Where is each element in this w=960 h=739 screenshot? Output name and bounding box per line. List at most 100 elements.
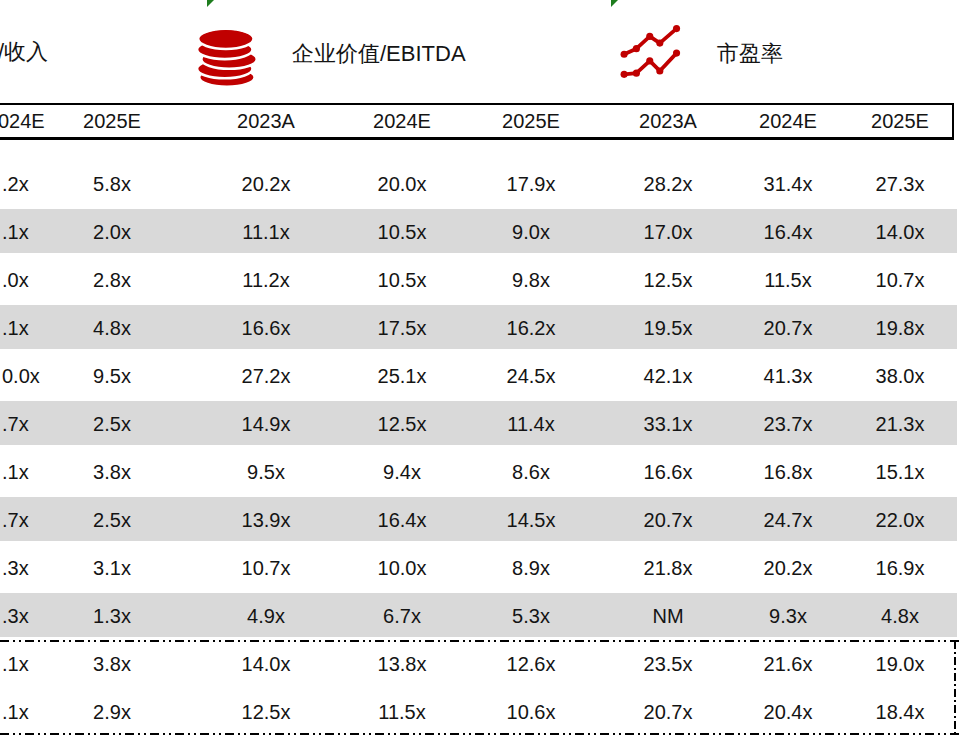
cell-value: 10.6x (476, 689, 586, 737)
cell-value: 16.9x (845, 545, 955, 593)
cell-value: 16.2x (476, 305, 586, 353)
cell-value: 11.1x (211, 209, 321, 257)
cell-value: 14.9x (211, 401, 321, 449)
cell-value: 33.1x (613, 401, 723, 449)
valuation-comps-table: /收入 企业价值/EBITDA 市盈率 0 (0, 0, 960, 739)
green-corner-marker (207, 0, 214, 7)
cell-value: 17.5x (347, 305, 457, 353)
dash-dot-separator-top (0, 640, 960, 642)
table-row: .0x2.8x11.2x10.5x9.8x12.5x11.5x10.7x (0, 257, 957, 305)
column-header: 2025E (845, 105, 955, 137)
column-header: 2025E (476, 105, 586, 137)
cell-value: 22.0x (845, 497, 955, 545)
cell-value: 5.8x (57, 161, 167, 209)
cell-value: 8.6x (476, 449, 586, 497)
dash-dot-separator-right (954, 641, 956, 733)
cell-value: 2.5x (57, 497, 167, 545)
cell-value: 4.8x (845, 593, 955, 641)
cell-value: 14.0x (211, 641, 321, 689)
cell-value: 19.8x (845, 305, 955, 353)
cell-value: 28.2x (613, 161, 723, 209)
cell-value: 16.8x (733, 449, 843, 497)
cell-value: 18.4x (845, 689, 955, 737)
cell-value: 9.3x (733, 593, 843, 641)
table-header-row: 024E 2025E 2023A 2024E 2025E 2023A 2024E… (0, 103, 954, 140)
cell-value: 12.6x (476, 641, 586, 689)
cell-value: 1.3x (57, 593, 167, 641)
cell-value: 12.5x (347, 401, 457, 449)
ev-revenue-label-partial: /收入 (0, 37, 48, 67)
cell-value: 16.4x (733, 209, 843, 257)
cell-value: 13.8x (347, 641, 457, 689)
table-row: .3x3.1x10.7x10.0x8.9x21.8x20.2x16.9x (0, 545, 957, 593)
cell-value: 11.4x (476, 401, 586, 449)
cell-value: 12.5x (613, 257, 723, 305)
summary-row: .1x3.8x14.0x13.8x12.6x23.5x21.6x19.0x (0, 641, 957, 689)
cell-value: 4.9x (211, 593, 321, 641)
table-row: .2x5.8x20.2x20.0x17.9x28.2x31.4x27.3x (0, 161, 957, 209)
cell-value: 20.2x (733, 545, 843, 593)
pe-ratio-label: 市盈率 (717, 39, 783, 69)
cell-value: 17.9x (476, 161, 586, 209)
cell-value: 9.0x (476, 209, 586, 257)
cell-value: 20.7x (613, 689, 723, 737)
cell-value: 9.8x (476, 257, 586, 305)
cell-value: 3.8x (57, 641, 167, 689)
cell-value: 2.5x (57, 401, 167, 449)
cell-value: 10.5x (347, 209, 457, 257)
column-header: 2023A (613, 105, 723, 137)
cell-value: 15.1x (845, 449, 955, 497)
line-chart-icon (616, 23, 688, 85)
cell-value: 13.9x (211, 497, 321, 545)
dash-dot-separator-bottom (0, 733, 960, 735)
cell-value: 20.2x (211, 161, 321, 209)
green-corner-marker (611, 0, 618, 7)
cell-value: 3.1x (57, 545, 167, 593)
cell-value: 6.7x (347, 593, 457, 641)
cell-value: 20.4x (733, 689, 843, 737)
summary-row: .1x2.9x12.5x11.5x10.6x20.7x20.4x18.4x (0, 689, 957, 737)
cell-value: 19.0x (845, 641, 955, 689)
cell-value: 2.8x (57, 257, 167, 305)
cell-value: 21.8x (613, 545, 723, 593)
cell-value: 8.9x (476, 545, 586, 593)
table-row: .1x2.0x11.1x10.5x9.0x17.0x16.4x14.0x (0, 209, 957, 257)
cell-value: 9.5x (211, 449, 321, 497)
cell-value: 27.3x (845, 161, 955, 209)
cell-value: NM (613, 593, 723, 641)
cell-value: 14.5x (476, 497, 586, 545)
cell-value: 38.0x (845, 353, 955, 401)
column-header: 2024E (733, 105, 843, 137)
cell-value: 4.8x (57, 305, 167, 353)
table-row: 0.0x9.5x27.2x25.1x24.5x42.1x41.3x38.0x (0, 353, 957, 401)
cell-value: 2.0x (57, 209, 167, 257)
cell-value: 11.5x (733, 257, 843, 305)
cell-value: 5.3x (476, 593, 586, 641)
cell-value: 11.5x (347, 689, 457, 737)
ev-ebitda-label: 企业价值/EBITDA (292, 39, 466, 69)
column-header: 2023A (211, 105, 321, 137)
cell-value: 10.0x (347, 545, 457, 593)
table-row: .1x3.8x9.5x9.4x8.6x16.6x16.8x15.1x (0, 449, 957, 497)
cell-value: 10.7x (211, 545, 321, 593)
cell-value: 2.9x (57, 689, 167, 737)
cell-value: 24.7x (733, 497, 843, 545)
cell-value: 24.5x (476, 353, 586, 401)
column-header: 2024E (347, 105, 457, 137)
cell-value: 20.7x (733, 305, 843, 353)
cell-value: 9.4x (347, 449, 457, 497)
cell-value: 10.5x (347, 257, 457, 305)
cell-value: 31.4x (733, 161, 843, 209)
cell-value: 16.6x (211, 305, 321, 353)
cell-value: 27.2x (211, 353, 321, 401)
cell-value: 23.5x (613, 641, 723, 689)
cell-value: 41.3x (733, 353, 843, 401)
cell-value: 20.0x (347, 161, 457, 209)
cell-value: 14.0x (845, 209, 955, 257)
table-row: .7x2.5x13.9x16.4x14.5x20.7x24.7x22.0x (0, 497, 957, 545)
cell-value: 16.6x (613, 449, 723, 497)
cell-value: 11.2x (211, 257, 321, 305)
column-header: 2025E (57, 105, 167, 137)
table-row: .3x1.3x4.9x6.7x5.3xNM9.3x4.8x (0, 593, 957, 641)
cell-value: 17.0x (613, 209, 723, 257)
